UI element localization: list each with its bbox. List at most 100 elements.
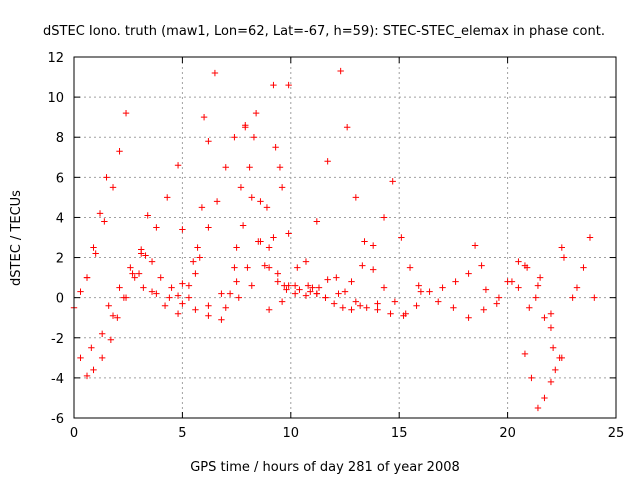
data-point bbox=[103, 174, 110, 181]
data-point bbox=[248, 194, 255, 201]
data-point bbox=[296, 286, 303, 293]
data-point bbox=[265, 244, 273, 251]
data-point bbox=[129, 270, 136, 277]
data-point bbox=[250, 134, 258, 141]
data-point bbox=[335, 290, 342, 297]
data-point bbox=[361, 238, 368, 245]
data-series bbox=[270, 81, 364, 313]
data-series bbox=[417, 234, 594, 321]
data-point bbox=[541, 394, 548, 402]
y-tick-label: 2 bbox=[56, 252, 64, 267]
data-point bbox=[148, 288, 156, 295]
data-point bbox=[391, 298, 399, 305]
data-point bbox=[148, 258, 156, 265]
data-point bbox=[127, 264, 134, 271]
data-point bbox=[380, 284, 388, 291]
data-point bbox=[164, 194, 171, 201]
data-point bbox=[98, 330, 106, 337]
data-point bbox=[532, 294, 539, 301]
data-point bbox=[179, 280, 186, 287]
data-point bbox=[140, 284, 147, 291]
x-tick-label: 5 bbox=[178, 426, 186, 441]
data-point bbox=[515, 258, 522, 265]
x-tick-label: 10 bbox=[283, 426, 300, 441]
y-tick-label: -6 bbox=[51, 412, 64, 427]
data-point bbox=[213, 198, 221, 205]
data-point bbox=[333, 274, 340, 281]
data-point bbox=[92, 250, 99, 257]
data-point bbox=[252, 109, 260, 117]
data-point bbox=[263, 204, 271, 211]
data-series bbox=[285, 274, 381, 313]
data-point bbox=[270, 234, 277, 241]
data-point bbox=[235, 294, 242, 301]
data-point bbox=[153, 224, 160, 231]
data-point bbox=[157, 274, 164, 281]
data-series bbox=[250, 134, 288, 289]
data-point bbox=[96, 210, 104, 217]
data-point bbox=[109, 184, 117, 191]
data-point bbox=[276, 164, 284, 171]
data-point bbox=[83, 372, 91, 380]
data-point bbox=[218, 316, 225, 323]
data-series bbox=[105, 69, 219, 309]
data-point bbox=[107, 336, 115, 343]
data-point bbox=[398, 234, 405, 241]
data-point bbox=[374, 300, 381, 307]
data-point bbox=[573, 284, 581, 291]
data-point bbox=[185, 294, 193, 301]
data-point bbox=[233, 244, 240, 251]
data-point bbox=[374, 306, 381, 313]
y-tick-label: 6 bbox=[56, 171, 64, 186]
data-series bbox=[521, 350, 563, 412]
data-point bbox=[547, 310, 555, 317]
data-point bbox=[341, 288, 349, 295]
data-point bbox=[77, 354, 84, 362]
data-point bbox=[471, 242, 479, 249]
data-point bbox=[185, 282, 193, 289]
data-point bbox=[205, 302, 212, 309]
data-series bbox=[77, 162, 182, 362]
data-series bbox=[174, 134, 238, 299]
data-point bbox=[560, 254, 568, 261]
data-point bbox=[369, 266, 377, 273]
data-point bbox=[278, 184, 286, 191]
data-point bbox=[528, 374, 535, 382]
data-point bbox=[534, 404, 542, 412]
data-series bbox=[471, 242, 565, 362]
data-point bbox=[480, 306, 487, 313]
data-point bbox=[304, 282, 312, 289]
data-point bbox=[265, 306, 273, 313]
data-point bbox=[465, 314, 472, 321]
data-point bbox=[359, 262, 366, 269]
data-point bbox=[313, 218, 321, 225]
data-point bbox=[380, 214, 388, 221]
data-point bbox=[493, 300, 500, 307]
data-point bbox=[541, 314, 548, 321]
data-series bbox=[179, 121, 249, 323]
data-point bbox=[415, 282, 422, 289]
data-point bbox=[413, 302, 420, 309]
data-point bbox=[278, 298, 286, 305]
data-point bbox=[179, 300, 186, 307]
data-point bbox=[283, 286, 290, 293]
data-point bbox=[343, 123, 351, 131]
x-tick-label: 20 bbox=[499, 426, 516, 441]
data-point bbox=[274, 278, 281, 285]
data-point bbox=[261, 262, 268, 269]
data-point bbox=[109, 312, 117, 319]
data-point bbox=[450, 304, 457, 311]
data-point bbox=[166, 294, 173, 301]
data-point bbox=[257, 198, 264, 205]
data-point bbox=[218, 290, 225, 297]
data-point bbox=[226, 290, 234, 297]
data-point bbox=[352, 298, 360, 305]
data-point bbox=[194, 244, 201, 251]
data-point bbox=[569, 294, 576, 301]
data-point bbox=[315, 284, 323, 291]
data-point bbox=[88, 344, 95, 352]
grid bbox=[74, 57, 616, 418]
x-tick-label: 0 bbox=[70, 426, 78, 441]
data-point bbox=[116, 148, 123, 155]
